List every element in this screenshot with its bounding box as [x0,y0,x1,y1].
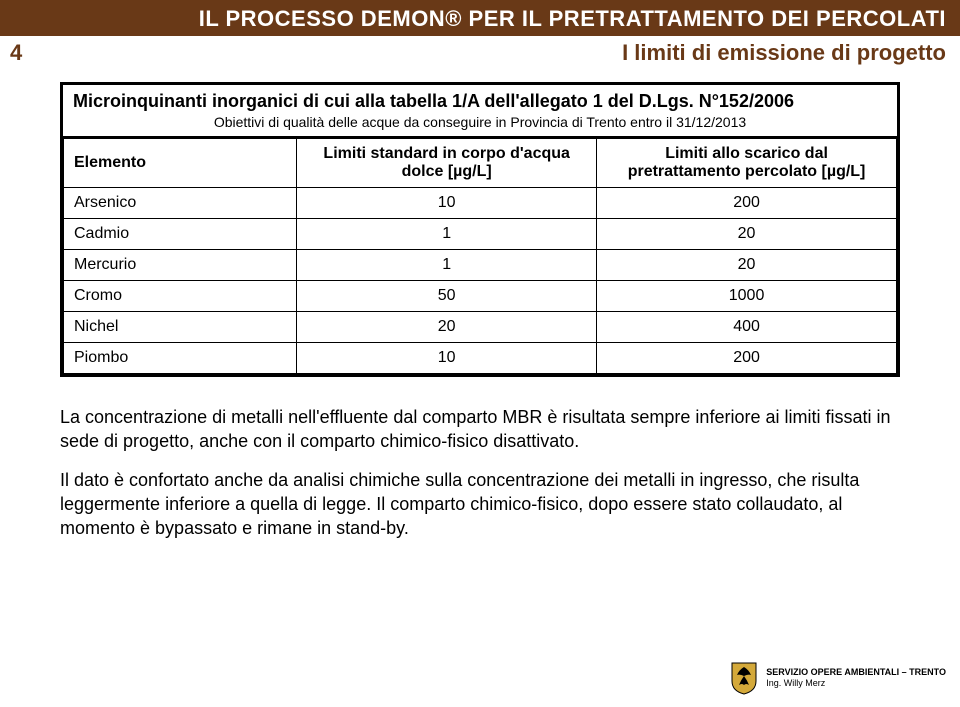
col-header-standard: Limiti standard in corpo d'acqua dolce [… [297,139,597,188]
table-row: Cadmio 1 20 [64,219,897,250]
table-row: Arsenico 10 200 [64,188,897,219]
cell-element: Nichel [64,312,297,343]
subheader-row: 4 I limiti di emissione di progetto [0,36,960,76]
cell-scarico: 200 [597,188,897,219]
slide-header: IL PROCESSO DEMON® PER IL PRETRATTAMENTO… [0,0,960,36]
cell-element: Mercurio [64,250,297,281]
paragraph-1: La concentrazione di metalli nell'efflue… [60,405,900,454]
cell-element: Cromo [64,281,297,312]
table-caption: Microinquinanti inorganici di cui alla t… [63,85,897,138]
cell-standard: 1 [297,219,597,250]
eagle-shield-icon [730,661,758,695]
cell-element: Piombo [64,343,297,374]
table-caption-main: Microinquinanti inorganici di cui alla t… [73,91,794,111]
col-header-element: Elemento [64,139,297,188]
limits-table: Microinquinanti inorganici di cui alla t… [60,82,900,377]
cell-scarico: 20 [597,219,897,250]
slide-footer: SERVIZIO OPERE AMBIENTALI – TRENTO Ing. … [730,661,946,695]
footer-text: SERVIZIO OPERE AMBIENTALI – TRENTO Ing. … [766,667,946,689]
page-number: 4 [10,40,38,66]
cell-scarico: 1000 [597,281,897,312]
cell-standard: 20 [297,312,597,343]
table-header-row: Elemento Limiti standard in corpo d'acqu… [64,139,897,188]
main-content: Microinquinanti inorganici di cui alla t… [0,82,960,540]
cell-standard: 10 [297,343,597,374]
footer-line-2: Ing. Willy Merz [766,678,946,689]
table-caption-sub: Obiettivi di qualità delle acque da cons… [73,114,887,130]
slide-subtitle: I limiti di emissione di progetto [38,40,946,66]
cell-scarico: 20 [597,250,897,281]
paragraph-2: Il dato è confortato anche da analisi ch… [60,468,900,541]
cell-scarico: 200 [597,343,897,374]
body-text: La concentrazione di metalli nell'efflue… [60,405,900,540]
table-row: Nichel 20 400 [64,312,897,343]
cell-element: Cadmio [64,219,297,250]
table-row: Mercurio 1 20 [64,250,897,281]
table-row: Piombo 10 200 [64,343,897,374]
cell-standard: 1 [297,250,597,281]
footer-line-1: SERVIZIO OPERE AMBIENTALI – TRENTO [766,667,946,678]
table-row: Cromo 50 1000 [64,281,897,312]
cell-standard: 50 [297,281,597,312]
col-header-scarico: Limiti allo scarico dal pretrattamento p… [597,139,897,188]
header-title: IL PROCESSO DEMON® PER IL PRETRATTAMENTO… [199,6,946,31]
cell-standard: 10 [297,188,597,219]
cell-element: Arsenico [64,188,297,219]
cell-scarico: 400 [597,312,897,343]
